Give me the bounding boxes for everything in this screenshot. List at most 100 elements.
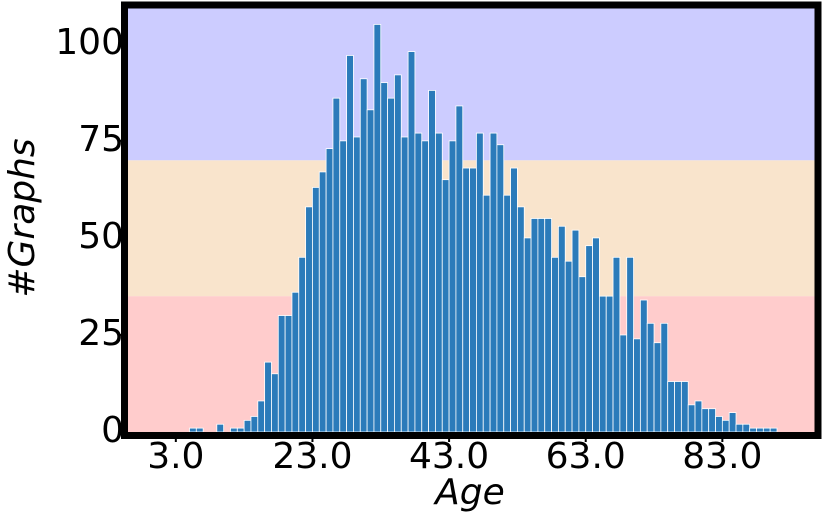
bar	[557, 225, 566, 433]
bar	[250, 416, 259, 433]
bar	[339, 140, 348, 433]
bar	[585, 245, 593, 433]
bar	[523, 237, 532, 433]
bar	[414, 132, 423, 433]
bar	[216, 423, 225, 433]
plot-frame	[121, 1, 822, 439]
bar	[189, 427, 197, 433]
bar	[687, 404, 696, 433]
bar	[564, 260, 573, 433]
bar	[305, 206, 313, 433]
bar	[646, 322, 655, 433]
bar	[715, 416, 723, 433]
bar	[544, 218, 552, 433]
bar	[469, 167, 477, 433]
bar	[756, 427, 764, 433]
x-tick-label: 43.0	[409, 436, 489, 477]
y-axis-label: #Graphs	[2, 138, 43, 297]
bar	[489, 132, 498, 433]
bar	[762, 427, 771, 433]
x-tick-label: 23.0	[272, 436, 352, 477]
bar	[708, 408, 716, 433]
x-axis-label: Age	[433, 472, 505, 513]
bar	[394, 74, 402, 433]
bar	[400, 136, 409, 433]
bar	[537, 218, 546, 433]
bar	[674, 381, 682, 433]
bar	[435, 132, 443, 433]
bar	[318, 171, 327, 433]
bar	[551, 256, 559, 433]
bar	[298, 256, 307, 433]
bar	[346, 55, 354, 433]
bar	[277, 315, 286, 433]
y-tick-label: 0	[101, 410, 124, 451]
x-tick-label: 83.0	[682, 436, 762, 477]
bar	[428, 90, 436, 433]
bar	[680, 381, 689, 433]
bar	[769, 427, 778, 433]
bar	[578, 276, 587, 433]
bar	[694, 400, 703, 433]
bar	[592, 237, 600, 433]
bar	[325, 148, 334, 433]
bar	[571, 229, 580, 433]
bar	[626, 256, 634, 433]
bar	[455, 105, 464, 433]
bar	[387, 97, 395, 433]
bar	[510, 167, 518, 433]
bar	[749, 427, 757, 433]
bar	[735, 423, 744, 433]
bar	[421, 140, 429, 433]
bar	[619, 334, 628, 433]
bar	[407, 51, 416, 433]
bar	[476, 132, 484, 433]
y-tick-label: 50	[78, 216, 124, 257]
bar	[366, 109, 375, 433]
bar	[517, 206, 525, 433]
bar	[667, 381, 675, 433]
bar	[742, 423, 751, 433]
bar	[332, 97, 341, 433]
bar	[660, 322, 669, 433]
bar	[462, 167, 470, 433]
bar	[496, 144, 505, 433]
bar	[195, 427, 204, 433]
bar	[243, 419, 252, 433]
bar	[633, 338, 641, 433]
y-tick-label: 25	[78, 313, 124, 354]
bar	[441, 179, 450, 433]
bar	[230, 427, 238, 433]
bar	[482, 194, 491, 433]
bar	[359, 78, 368, 433]
bar	[236, 427, 245, 433]
bar	[701, 408, 710, 433]
bar	[503, 194, 511, 433]
bar	[721, 419, 730, 433]
bar	[353, 136, 361, 433]
plot-area	[128, 5, 818, 433]
x-tick-label: 3.0	[147, 436, 204, 477]
x-tick-label: 63.0	[546, 436, 626, 477]
bar	[312, 187, 320, 433]
bar	[653, 342, 662, 433]
bar	[598, 295, 607, 433]
bar	[264, 361, 272, 433]
y-tick-label: 100	[55, 22, 124, 63]
bar	[728, 412, 737, 433]
bar	[639, 299, 648, 433]
bar	[291, 291, 300, 433]
y-tick-label: 75	[78, 119, 124, 160]
bar	[612, 256, 621, 433]
bar	[373, 24, 382, 433]
bar	[271, 373, 279, 433]
bar	[284, 315, 293, 433]
bar	[605, 295, 614, 433]
background-band	[128, 5, 818, 161]
bar	[380, 82, 389, 433]
bar	[530, 218, 539, 433]
bar	[257, 400, 266, 433]
bar	[448, 140, 457, 433]
